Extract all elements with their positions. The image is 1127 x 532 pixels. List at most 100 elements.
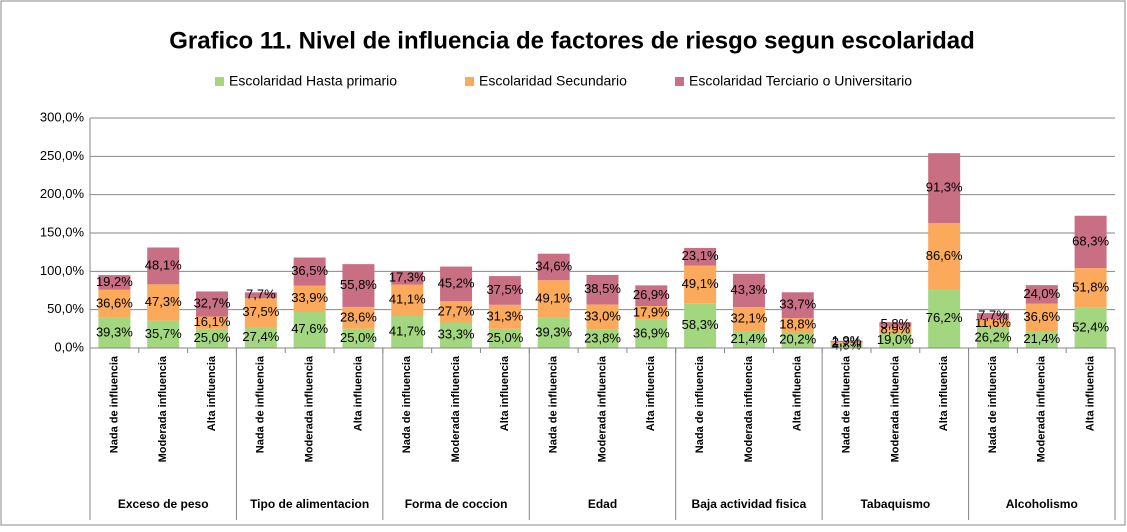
value-label: 47,6% <box>291 321 328 336</box>
value-label: 52,4% <box>1072 319 1109 334</box>
bar-segment <box>1025 331 1058 348</box>
value-label: 17,9% <box>633 304 670 319</box>
bar-segment <box>98 289 131 318</box>
legend-label: Escolaridad Hasta primario <box>229 73 397 89</box>
bar-segment <box>781 318 814 333</box>
value-label: 76,2% <box>926 310 963 325</box>
bar-segment <box>1074 307 1107 348</box>
value-label: 68,3% <box>1072 233 1109 248</box>
value-label: 27,7% <box>438 303 475 318</box>
value-label: 45,2% <box>438 275 475 290</box>
bar-segment <box>440 322 473 348</box>
bar-segment <box>391 316 424 348</box>
value-label: 25,0% <box>486 330 523 345</box>
bar-segment <box>488 304 521 329</box>
x-tick-label: Alta influencia <box>938 355 950 431</box>
x-tick-label: Alta influencia <box>1085 355 1097 431</box>
bar-segment <box>147 247 180 285</box>
legend-label: Escolaridad Secundario <box>479 73 627 89</box>
bar-segment <box>342 264 375 307</box>
value-label: 32,7% <box>194 295 231 310</box>
x-tick-label: Alta influencia <box>499 355 511 431</box>
bar-segment <box>830 340 863 343</box>
x-tick-label: Alta influencia <box>352 355 364 431</box>
value-label: 41,7% <box>389 323 426 338</box>
value-label: 91,3% <box>926 180 963 195</box>
group-label: Baja actividad fisica <box>692 497 807 511</box>
bar-segment <box>98 317 131 348</box>
x-tick-label: Alta influencia <box>792 355 804 431</box>
bar-segment <box>391 271 424 285</box>
y-tick-label: 100,0% <box>40 263 85 278</box>
value-label: 26,2% <box>975 329 1012 344</box>
bar-segment <box>976 313 1009 320</box>
value-label: 51,8% <box>1072 279 1109 294</box>
group-label: Forma de coccion <box>405 497 508 511</box>
value-label: 39,3% <box>96 324 133 339</box>
x-tick-label: Nada de influencia <box>548 355 560 453</box>
value-label: 26,9% <box>633 287 670 302</box>
group-label: Tabaquismo <box>860 497 930 511</box>
value-label: 33,3% <box>438 327 475 342</box>
x-tick-label: Nada de influencia <box>987 355 999 453</box>
value-label: 47,3% <box>145 294 182 309</box>
bar-segment <box>781 332 814 348</box>
y-tick-label: 150,0% <box>40 224 85 239</box>
bar-segment <box>586 329 619 348</box>
legend-swatch <box>215 77 224 86</box>
bar-segment <box>537 317 570 348</box>
bar-segment <box>537 253 570 281</box>
bar-segment <box>244 292 277 299</box>
bar-segment <box>928 223 961 290</box>
value-label: 36,9% <box>633 325 670 340</box>
value-label: 17,3% <box>389 269 426 284</box>
bar-segment <box>98 275 131 290</box>
value-label: 21,4% <box>730 331 767 346</box>
value-label: 49,1% <box>535 290 572 305</box>
x-tick-label: Moderada influencia <box>1036 355 1048 462</box>
bar-segment <box>781 292 814 319</box>
bar-segment <box>293 311 326 348</box>
bar-segment <box>440 266 473 302</box>
bar-segment <box>1025 285 1058 304</box>
value-label: 33,9% <box>291 290 328 305</box>
bar-segment <box>732 306 765 332</box>
bar-segment <box>635 319 668 348</box>
bar-segment <box>391 284 424 317</box>
bar-segment <box>976 327 1009 348</box>
x-tick-label: Nada de influencia <box>840 355 852 453</box>
y-tick-label: 200,0% <box>40 186 85 201</box>
x-tick-label: Alta influencia <box>645 355 657 431</box>
value-label: 24,0% <box>1023 286 1060 301</box>
bar-segment <box>1074 215 1107 269</box>
x-tick-label: Nada de influencia <box>401 355 413 453</box>
value-label: 23,1% <box>682 248 719 263</box>
value-label: 58,3% <box>682 317 719 332</box>
value-label: 35,7% <box>145 326 182 341</box>
value-label: 86,6% <box>926 248 963 263</box>
value-label: 7,7% <box>978 308 1008 323</box>
value-label: 32,1% <box>730 311 767 326</box>
x-tick-label: Nada de influencia <box>694 355 706 453</box>
bar-segment <box>976 319 1009 328</box>
legend-label: Escolaridad Terciario o Universitario <box>689 73 912 89</box>
x-tick-label: Moderada influencia <box>157 355 169 462</box>
group-label: Exceso de peso <box>118 497 209 511</box>
bar-segment <box>879 322 912 327</box>
y-tick-label: 300,0% <box>40 109 85 124</box>
x-tick-label: Moderada influencia <box>304 355 316 462</box>
value-label: 33,7% <box>779 297 816 312</box>
y-tick-label: 0,0% <box>54 339 84 354</box>
bar-segment <box>928 289 961 348</box>
bar-segment <box>342 306 375 329</box>
value-label: 20,2% <box>779 332 816 347</box>
value-label: 55,8% <box>340 277 377 292</box>
x-tick-label: Moderada influencia <box>596 355 608 462</box>
bar-segment <box>293 285 326 312</box>
value-label: 41,1% <box>389 292 426 307</box>
legend-swatch <box>465 77 474 86</box>
bar-segment <box>147 320 180 348</box>
x-tick-label: Moderada influencia <box>450 355 462 462</box>
bar-segment <box>635 305 668 320</box>
